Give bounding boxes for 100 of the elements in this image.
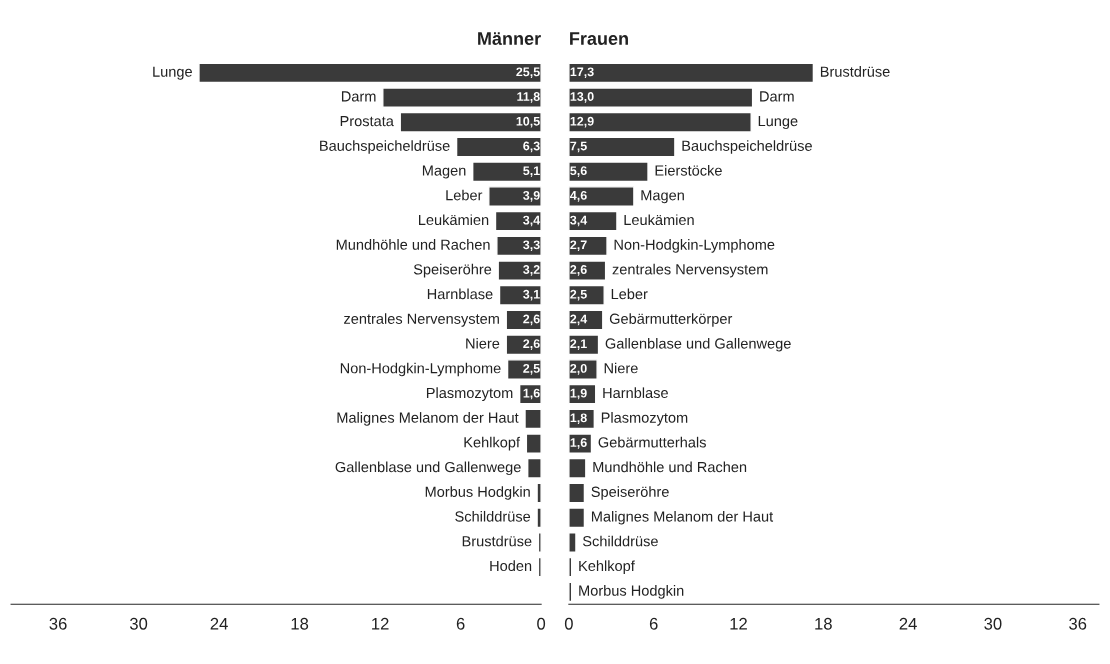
bar <box>568 482 586 504</box>
bar <box>568 235 608 257</box>
data-label: 2,7 <box>570 240 587 252</box>
y-tick-label: Niere <box>466 337 500 349</box>
y-tick-label: Brustdrüse <box>462 535 532 547</box>
data-label: 2,6 <box>523 314 540 326</box>
data-label: 7,5 <box>570 141 587 153</box>
bar <box>497 260 542 281</box>
bar <box>568 507 586 529</box>
y-tick-label: Lunge <box>153 66 192 80</box>
bar <box>568 532 577 553</box>
data-label: 2,5 <box>570 289 587 301</box>
y-tick-label: Magen <box>422 165 466 179</box>
y-tick-label: Darm <box>341 91 376 102</box>
data-label: 1,6 <box>523 388 540 400</box>
data-label: 2,6 <box>570 265 587 276</box>
y-tick-label: Malignes Melanom der Haut <box>591 510 774 525</box>
y-tick-label: Gebärmutterkörper <box>609 313 733 327</box>
y-tick-label: Schilddrüse <box>455 510 531 522</box>
x-tick-label: 30 <box>129 617 148 630</box>
y-tick-label: Gebärmutterhals <box>598 436 706 448</box>
bar <box>525 433 542 454</box>
bar <box>568 87 754 108</box>
data-label: 2,4 <box>570 314 588 326</box>
bar <box>496 235 542 257</box>
data-label: 13,0 <box>570 92 594 103</box>
data-label: 25,5 <box>516 67 540 79</box>
data-label: 6,3 <box>523 141 540 153</box>
x-tick-label: 0 <box>564 617 573 630</box>
y-tick-label: zentrales Nervensystem <box>612 263 768 278</box>
bar <box>524 408 542 430</box>
data-label: 17,3 <box>570 67 594 79</box>
data-label: 2,5 <box>523 363 540 375</box>
y-tick-label: Mundhöhle und Rachen <box>593 461 747 473</box>
bar <box>506 359 542 380</box>
bar <box>568 260 607 281</box>
x-tick-label: 12 <box>730 617 747 630</box>
data-label: 12,9 <box>570 116 594 128</box>
data-label: 5,1 <box>523 166 540 177</box>
y-tick-label: Harnblase <box>603 387 668 399</box>
bar <box>471 161 542 183</box>
y-tick-label: Plasmozytom <box>426 387 513 401</box>
x-tick-label: 6 <box>456 617 465 630</box>
data-label: 3,1 <box>523 289 540 301</box>
y-tick-label: Gallenblase und Gallenwege <box>605 337 791 352</box>
data-label: 3,4 <box>570 215 588 227</box>
bar <box>536 482 542 504</box>
data-label: 3,9 <box>523 190 540 202</box>
bar <box>537 532 542 553</box>
chart-title: Männer <box>478 32 541 45</box>
y-tick-label: Malignes Melanom der Haut <box>337 412 519 426</box>
chart-title: Frauen <box>570 32 628 45</box>
y-tick-label: Leber <box>611 288 648 300</box>
bar <box>488 186 542 207</box>
bar <box>568 383 597 405</box>
bar <box>498 284 542 306</box>
data-label: 1,9 <box>570 388 587 400</box>
x-tick-label: 36 <box>1069 617 1087 630</box>
y-tick-label: Niere <box>604 362 638 374</box>
x-tick-label: 24 <box>210 617 228 630</box>
data-label: 3,2 <box>523 265 540 276</box>
bar <box>198 62 542 84</box>
y-tick-label: Bauchspeicheldrüse <box>320 140 450 154</box>
y-tick-label: Lunge <box>758 116 798 130</box>
bar <box>455 136 542 158</box>
x-tick-label: 36 <box>49 617 67 630</box>
y-tick-label: Leukämien <box>624 214 694 226</box>
data-label: 4,6 <box>570 190 587 202</box>
bar <box>505 334 542 356</box>
data-label: 11,8 <box>517 92 540 103</box>
data-label: 2,1 <box>570 339 587 350</box>
bar <box>568 334 600 356</box>
bar <box>568 62 815 84</box>
y-tick-label: Eierstöcke <box>655 164 722 176</box>
y-tick-label: Harnblase <box>427 288 493 300</box>
bar <box>568 284 605 306</box>
y-tick-label: Hoden <box>490 560 532 572</box>
data-label: 1,8 <box>570 413 587 425</box>
bar <box>527 457 542 479</box>
y-tick-label: Morbus Hodgkin <box>425 486 530 500</box>
x-tick-label: 6 <box>649 617 658 630</box>
bar <box>568 433 593 454</box>
y-tick-label: Mundhöhle und Rachen <box>336 239 490 250</box>
bar <box>568 210 618 232</box>
y-tick-label: Speiseröhre <box>413 263 492 278</box>
data-label: 10,5 <box>516 116 540 128</box>
x-tick-label: 0 <box>537 617 546 630</box>
y-tick-label: Non-Hodgkin-Lymphome <box>340 362 501 377</box>
bar <box>537 556 542 578</box>
y-tick-label: Schilddrüse <box>582 535 658 547</box>
bar <box>568 161 649 183</box>
data-label: 2,0 <box>570 363 587 375</box>
y-tick-label: Speiseröhre <box>591 486 669 500</box>
y-tick-label: Plasmozytom <box>601 412 688 426</box>
data-label: 5,6 <box>570 166 587 177</box>
y-tick-label: Leukämien <box>419 214 489 226</box>
y-tick-label: zentrales Nervensystem <box>344 313 499 327</box>
y-tick-label: Prostata <box>340 116 394 127</box>
x-tick-label: 18 <box>815 617 832 630</box>
y-tick-label: Leber <box>446 189 483 201</box>
